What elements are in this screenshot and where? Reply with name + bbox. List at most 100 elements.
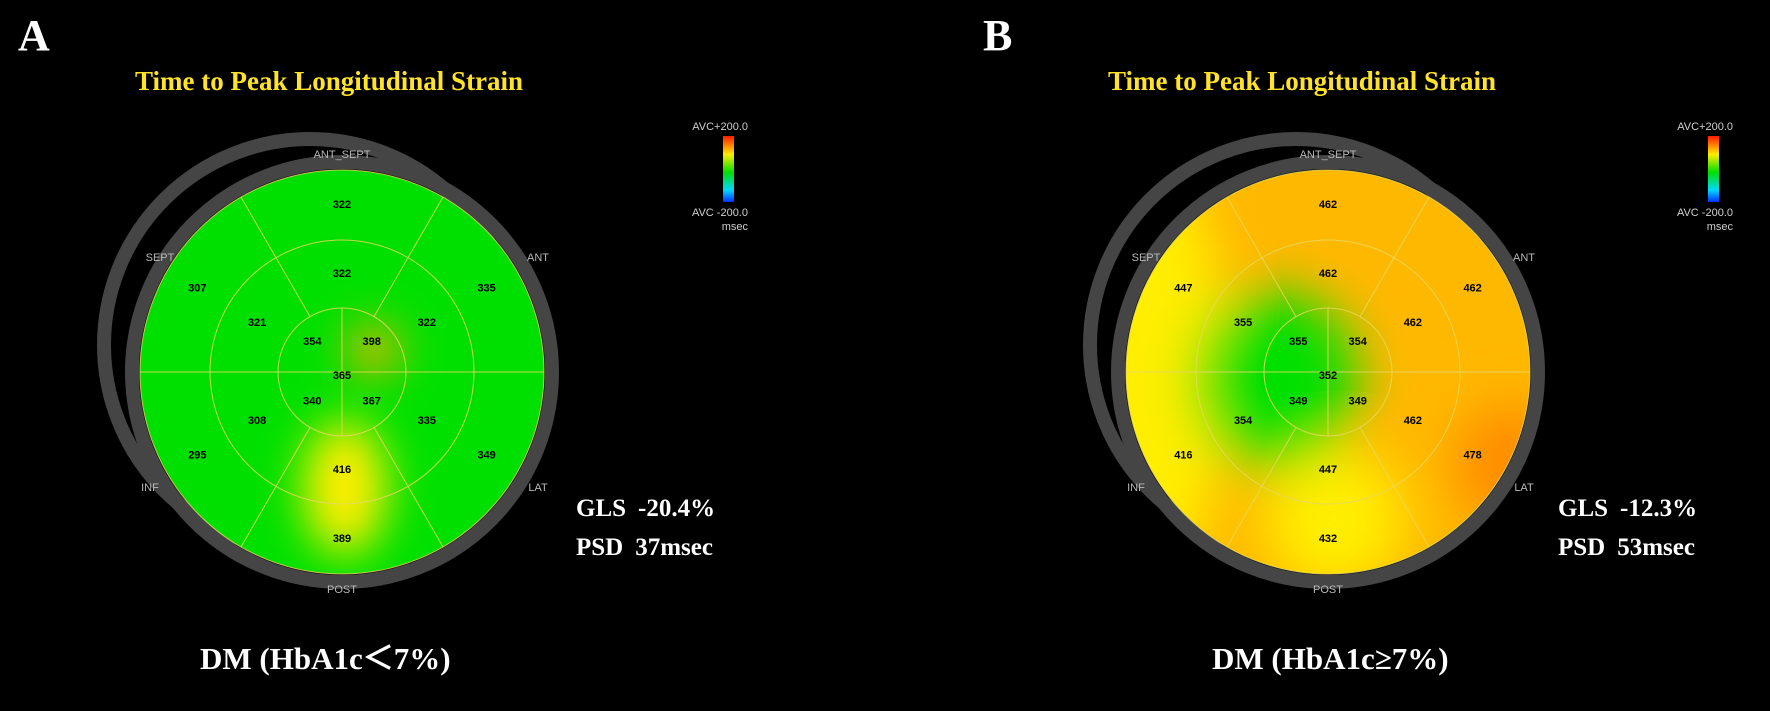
group-caption: DM (HbA1c≥7%) — [1212, 641, 1449, 676]
segment-value: 367 — [363, 396, 381, 408]
stats-block: GLS -20.4% PSD 37msec — [576, 496, 715, 574]
wall-label: SEPT — [146, 252, 175, 264]
segment-value: 295 — [188, 449, 206, 461]
gls-label: GLS — [1558, 495, 1609, 522]
segment-value: 462 — [1319, 199, 1337, 211]
colorbar-unit: msec — [721, 221, 748, 233]
color-bar: AVC+200.0 AVC -200.0 msec — [1655, 120, 1745, 240]
bullseye-plot: 462 462 478 432 416 447 462 462 462 447 354 355 354 3… — [1083, 132, 1545, 596]
segment-divider — [373, 427, 409, 487]
segment-value: 307 — [188, 282, 206, 294]
segment-value: 308 — [248, 415, 266, 427]
segment-value: 354 — [1234, 415, 1253, 427]
outer-ring — [125, 155, 559, 589]
wall-label: INF — [1127, 482, 1145, 494]
segment-divider — [240, 486, 277, 548]
segment-value: 349 — [1289, 396, 1307, 408]
segment-value: 389 — [333, 533, 351, 545]
psd-label: PSD — [576, 534, 624, 561]
segment-divider — [1359, 427, 1395, 487]
color-bar: AVC+200.0 AVC -200.0 msec — [670, 120, 760, 240]
segment-values: 462 462 478 432 416 447 462 462 462 447 354 355 354 3… — [1174, 199, 1482, 545]
gls-value: -12.3% — [1620, 495, 1698, 522]
segment-value: 478 — [1463, 449, 1481, 461]
segment-value: 354 — [1349, 336, 1368, 348]
panel-b: B Time to Peak Longitudinal Strain 462 46… — [885, 0, 1770, 711]
segment-values: 322 335 349 389 295 307 322 322 335 416 308 321 398 3… — [188, 199, 496, 545]
segment-value: 349 — [1349, 396, 1367, 408]
segment-value: 352 — [1319, 370, 1337, 382]
segment-divider — [1261, 257, 1297, 317]
segment-value: 322 — [333, 199, 351, 211]
segment-divider — [407, 196, 444, 258]
segment-divider — [240, 196, 277, 258]
segment-grid — [1125, 169, 1531, 575]
segment-divider — [275, 257, 311, 317]
segment-divider — [1226, 196, 1263, 258]
segment-value: 462 — [1319, 268, 1337, 280]
segment-value: 321 — [248, 317, 266, 329]
wall-labels: ANT_SEPT SEPT ANT INF LAT POST — [1127, 149, 1535, 596]
wall-label: LAT — [1514, 482, 1534, 494]
segment-value: 349 — [477, 449, 495, 461]
segment-value: 322 — [418, 317, 436, 329]
wall-labels: ANT_SEPT SEPT ANT INF LAT POST — [141, 149, 549, 596]
segment-value: 462 — [1404, 415, 1422, 427]
psd-value: 53msec — [1617, 534, 1695, 561]
psd-label: PSD — [1558, 534, 1606, 561]
stats-block: GLS -12.3% PSD 53msec — [1558, 496, 1697, 574]
panel-title: Time to Peak Longitudinal Strain — [135, 66, 524, 96]
colorbar-bottom-label: AVC -200.0 — [1676, 207, 1733, 219]
segment-divider — [275, 427, 311, 487]
segment-value: 462 — [1463, 282, 1481, 294]
segment-divider — [1261, 427, 1297, 487]
segment-divider — [407, 486, 444, 548]
segment-value: 322 — [333, 268, 351, 280]
segment-divider — [1359, 257, 1395, 317]
segment-value: 335 — [477, 282, 495, 294]
segment-divider — [1393, 196, 1430, 258]
segment-value: 355 — [1234, 317, 1252, 329]
heat-band-post — [1265, 450, 1405, 574]
wall-label: SEPT — [1132, 252, 1161, 264]
panel-a: A Time to Peak Longitudinal Strain 322 33… — [18, 14, 760, 676]
gls-line: GLS -12.3% — [1558, 496, 1697, 521]
wall-label: INF — [141, 482, 159, 494]
panel-title: Time to Peak Longitudinal Strain — [1108, 66, 1497, 96]
colorbar-unit: msec — [1706, 221, 1733, 233]
wall-label: LAT — [528, 482, 548, 494]
segment-value: 354 — [303, 336, 322, 348]
gls-line: GLS -20.4% — [576, 496, 715, 521]
segment-value: 340 — [303, 396, 321, 408]
wall-label: POST — [327, 584, 357, 596]
segment-divider — [1393, 486, 1430, 548]
segment-divider — [1226, 486, 1263, 548]
colorbar-top-label: AVC+200.0 — [1677, 121, 1733, 133]
segment-value: 462 — [1404, 317, 1422, 329]
colorbar-top-label: AVC+200.0 — [692, 121, 748, 133]
segment-divider — [373, 257, 409, 317]
wall-label: ANT — [527, 252, 549, 264]
gls-value: -20.4% — [638, 495, 716, 522]
segment-value: 365 — [333, 370, 351, 382]
wall-label: ANT_SEPT — [1300, 149, 1357, 161]
segment-value: 447 — [1319, 464, 1337, 476]
segment-value: 447 — [1174, 282, 1192, 294]
wall-label: POST — [1313, 584, 1343, 596]
panel-letter: B — [983, 11, 1013, 60]
segment-value: 416 — [1174, 449, 1192, 461]
outer-ring — [1111, 155, 1545, 589]
segment-value: 432 — [1319, 533, 1337, 545]
bullseye-plot: 322 335 349 389 295 307 322 322 335 416 308 321 398 3… — [97, 132, 559, 596]
segment-value: 416 — [333, 464, 351, 476]
group-caption: DM (HbA1c＜7%) — [200, 641, 451, 676]
segment-grid — [139, 169, 545, 575]
segment-value: 355 — [1289, 336, 1307, 348]
gls-label: GLS — [576, 495, 627, 522]
wall-label: ANT — [1513, 252, 1535, 264]
psd-line: PSD 53msec — [1558, 535, 1697, 560]
heat-spot-center — [1193, 292, 1357, 468]
wall-label: ANT_SEPT — [314, 149, 371, 161]
segment-value: 398 — [363, 336, 381, 348]
